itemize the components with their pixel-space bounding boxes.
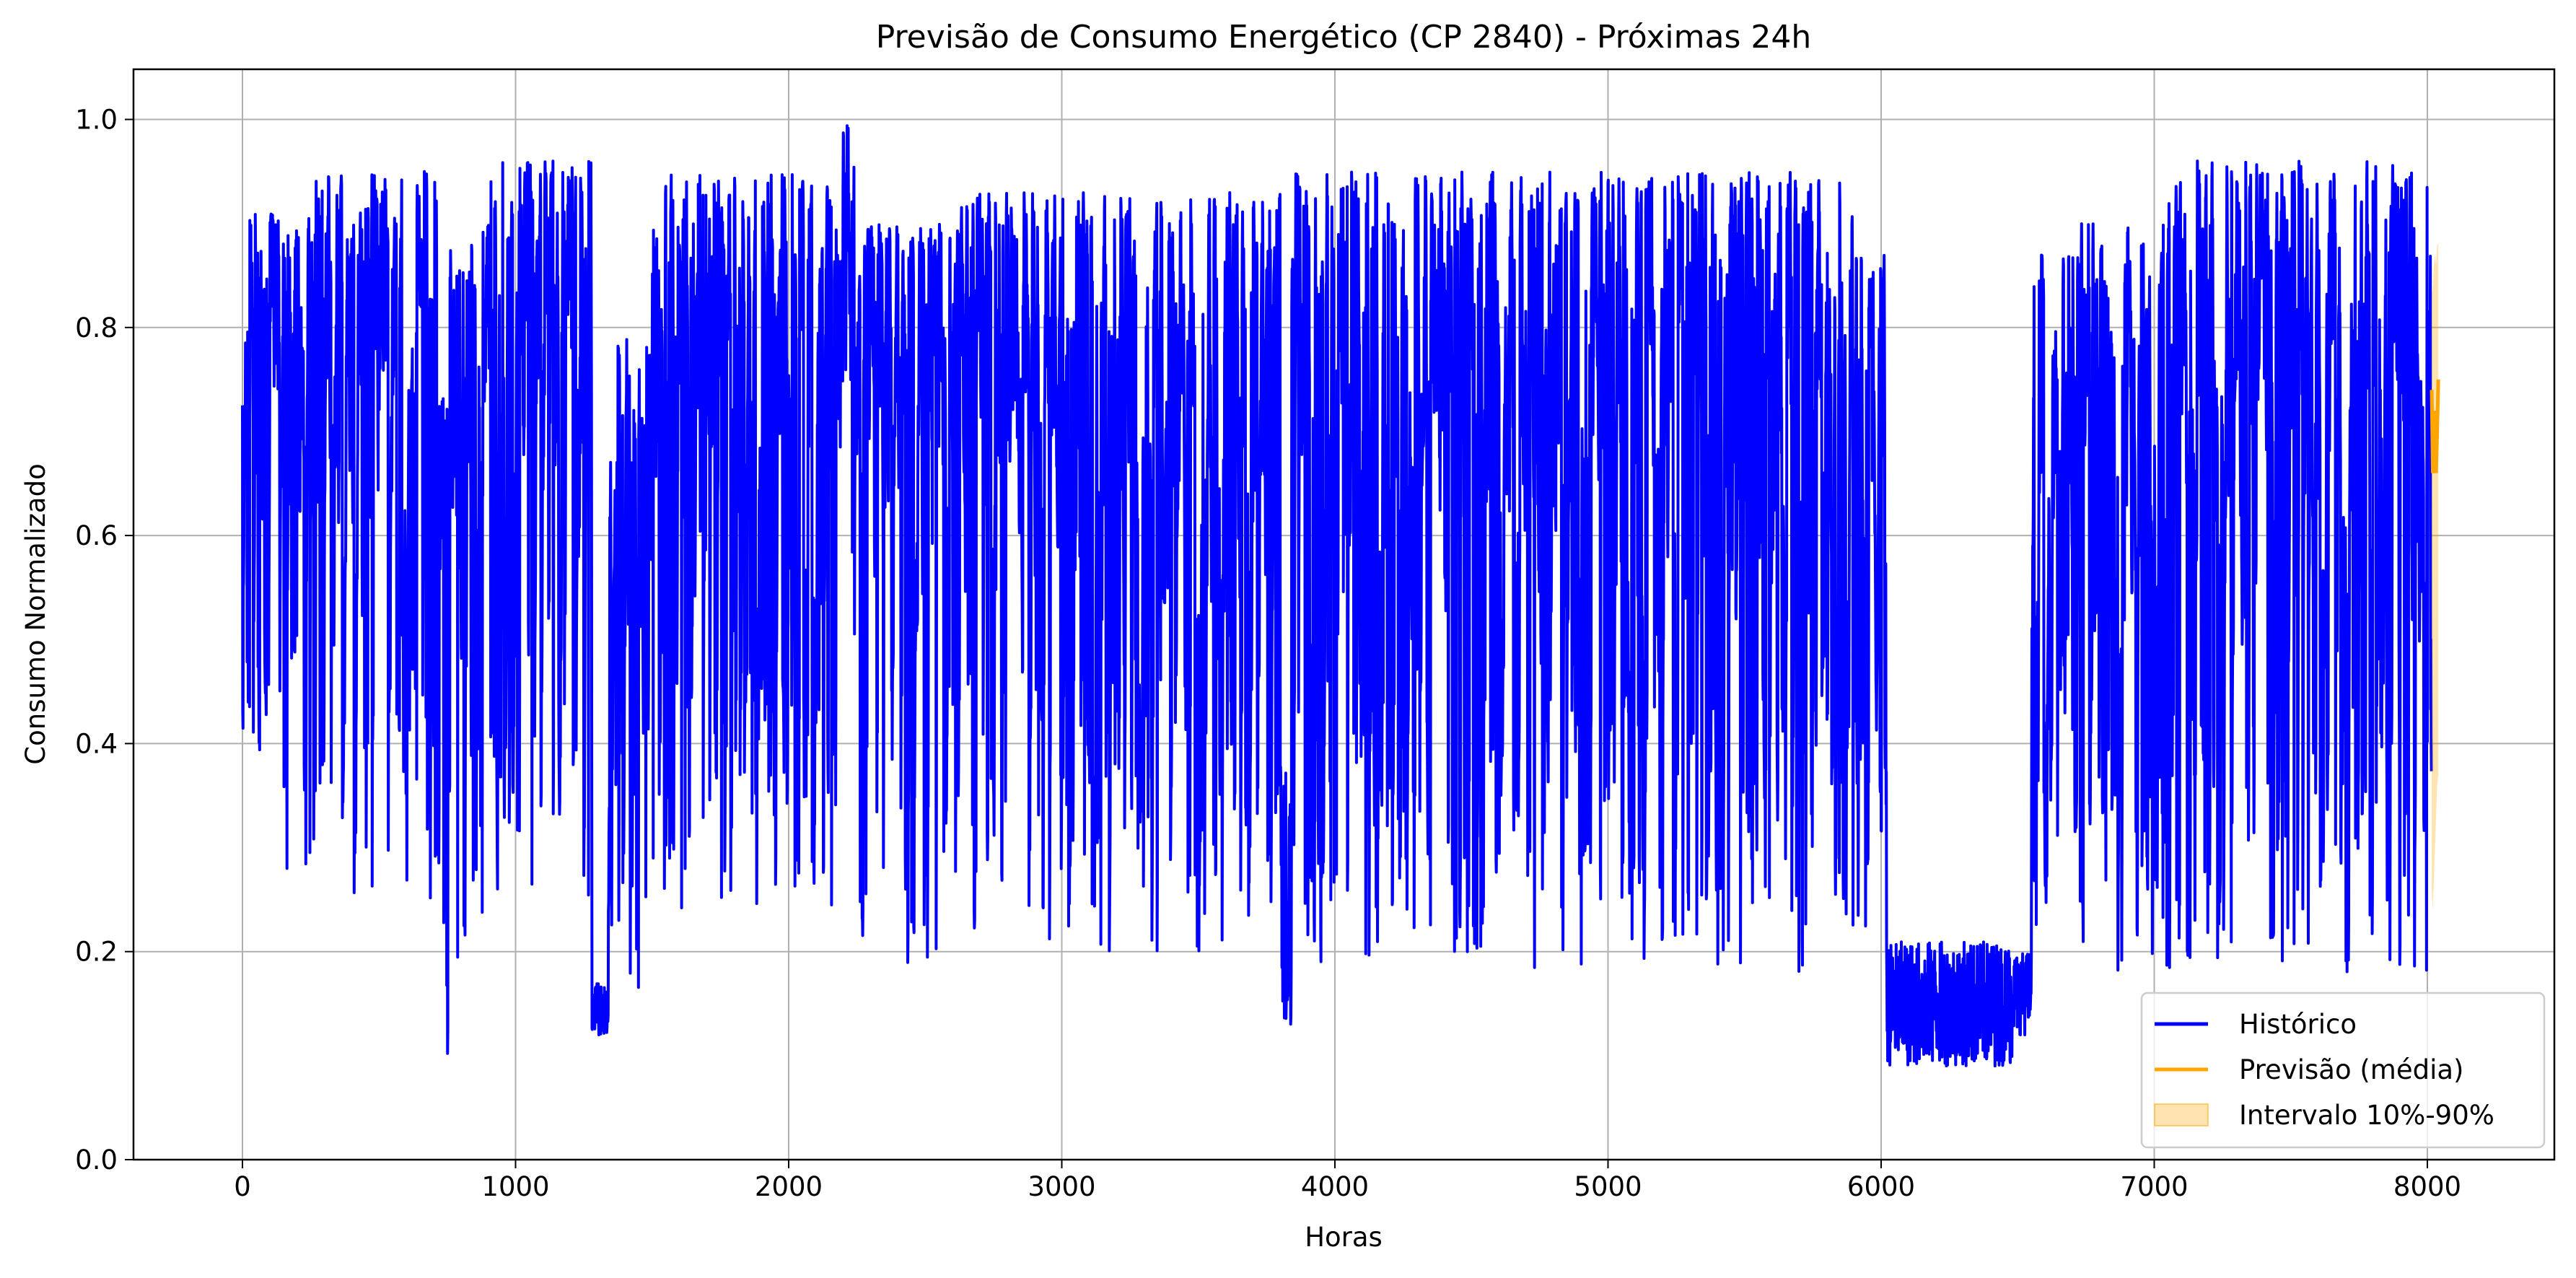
legend-historico-label: Histórico (2239, 1009, 2357, 1040)
legend-box (2140, 992, 2546, 1149)
legend-intervalo-swatch (2154, 1103, 2209, 1126)
x-tick-label: 0 (234, 1171, 251, 1202)
x-tick-label: 8000 (2393, 1171, 2461, 1202)
y-tick-label: 0.2 (75, 937, 118, 968)
legend-previsao-label: Previsão (média) (2239, 1054, 2463, 1085)
series-previsao-line (2430, 379, 2440, 473)
x-tick-label: 2000 (755, 1171, 823, 1202)
y-tick-label: 1.0 (75, 105, 118, 136)
axis-ticks: 0 1000 2000 3000 4000 5000 6000 7000 8000 0.0 0.2 0… (75, 105, 2461, 1203)
x-tick-label: 7000 (2120, 1171, 2188, 1202)
x-tick-label: 6000 (1847, 1171, 1915, 1202)
y-axis-label: Consumo Normalizado (20, 463, 51, 764)
legend-intervalo-label: Intervalo 10%-90% (2239, 1100, 2494, 1131)
x-axis-label: Horas (1305, 1222, 1383, 1253)
axes-frame (132, 68, 2556, 1161)
y-tick-label: 0.0 (75, 1144, 118, 1176)
y-tick-label: 0.6 (75, 520, 118, 551)
chart-title: Previsão de Consumo Energético (CP 2840)… (876, 19, 1811, 56)
x-tick-label: 5000 (1574, 1171, 1642, 1202)
plot-area (241, 124, 2440, 1068)
legend: Histórico Previsão (média) Intervalo 10%… (2140, 992, 2546, 1149)
x-tick-label: 4000 (1301, 1171, 1369, 1202)
x-tick-label: 3000 (1028, 1171, 1095, 1202)
y-tick-label: 0.8 (75, 312, 118, 343)
x-tick-label: 1000 (481, 1171, 549, 1202)
y-tick-label: 0.4 (75, 728, 118, 759)
series-historico-line (241, 124, 2433, 1068)
